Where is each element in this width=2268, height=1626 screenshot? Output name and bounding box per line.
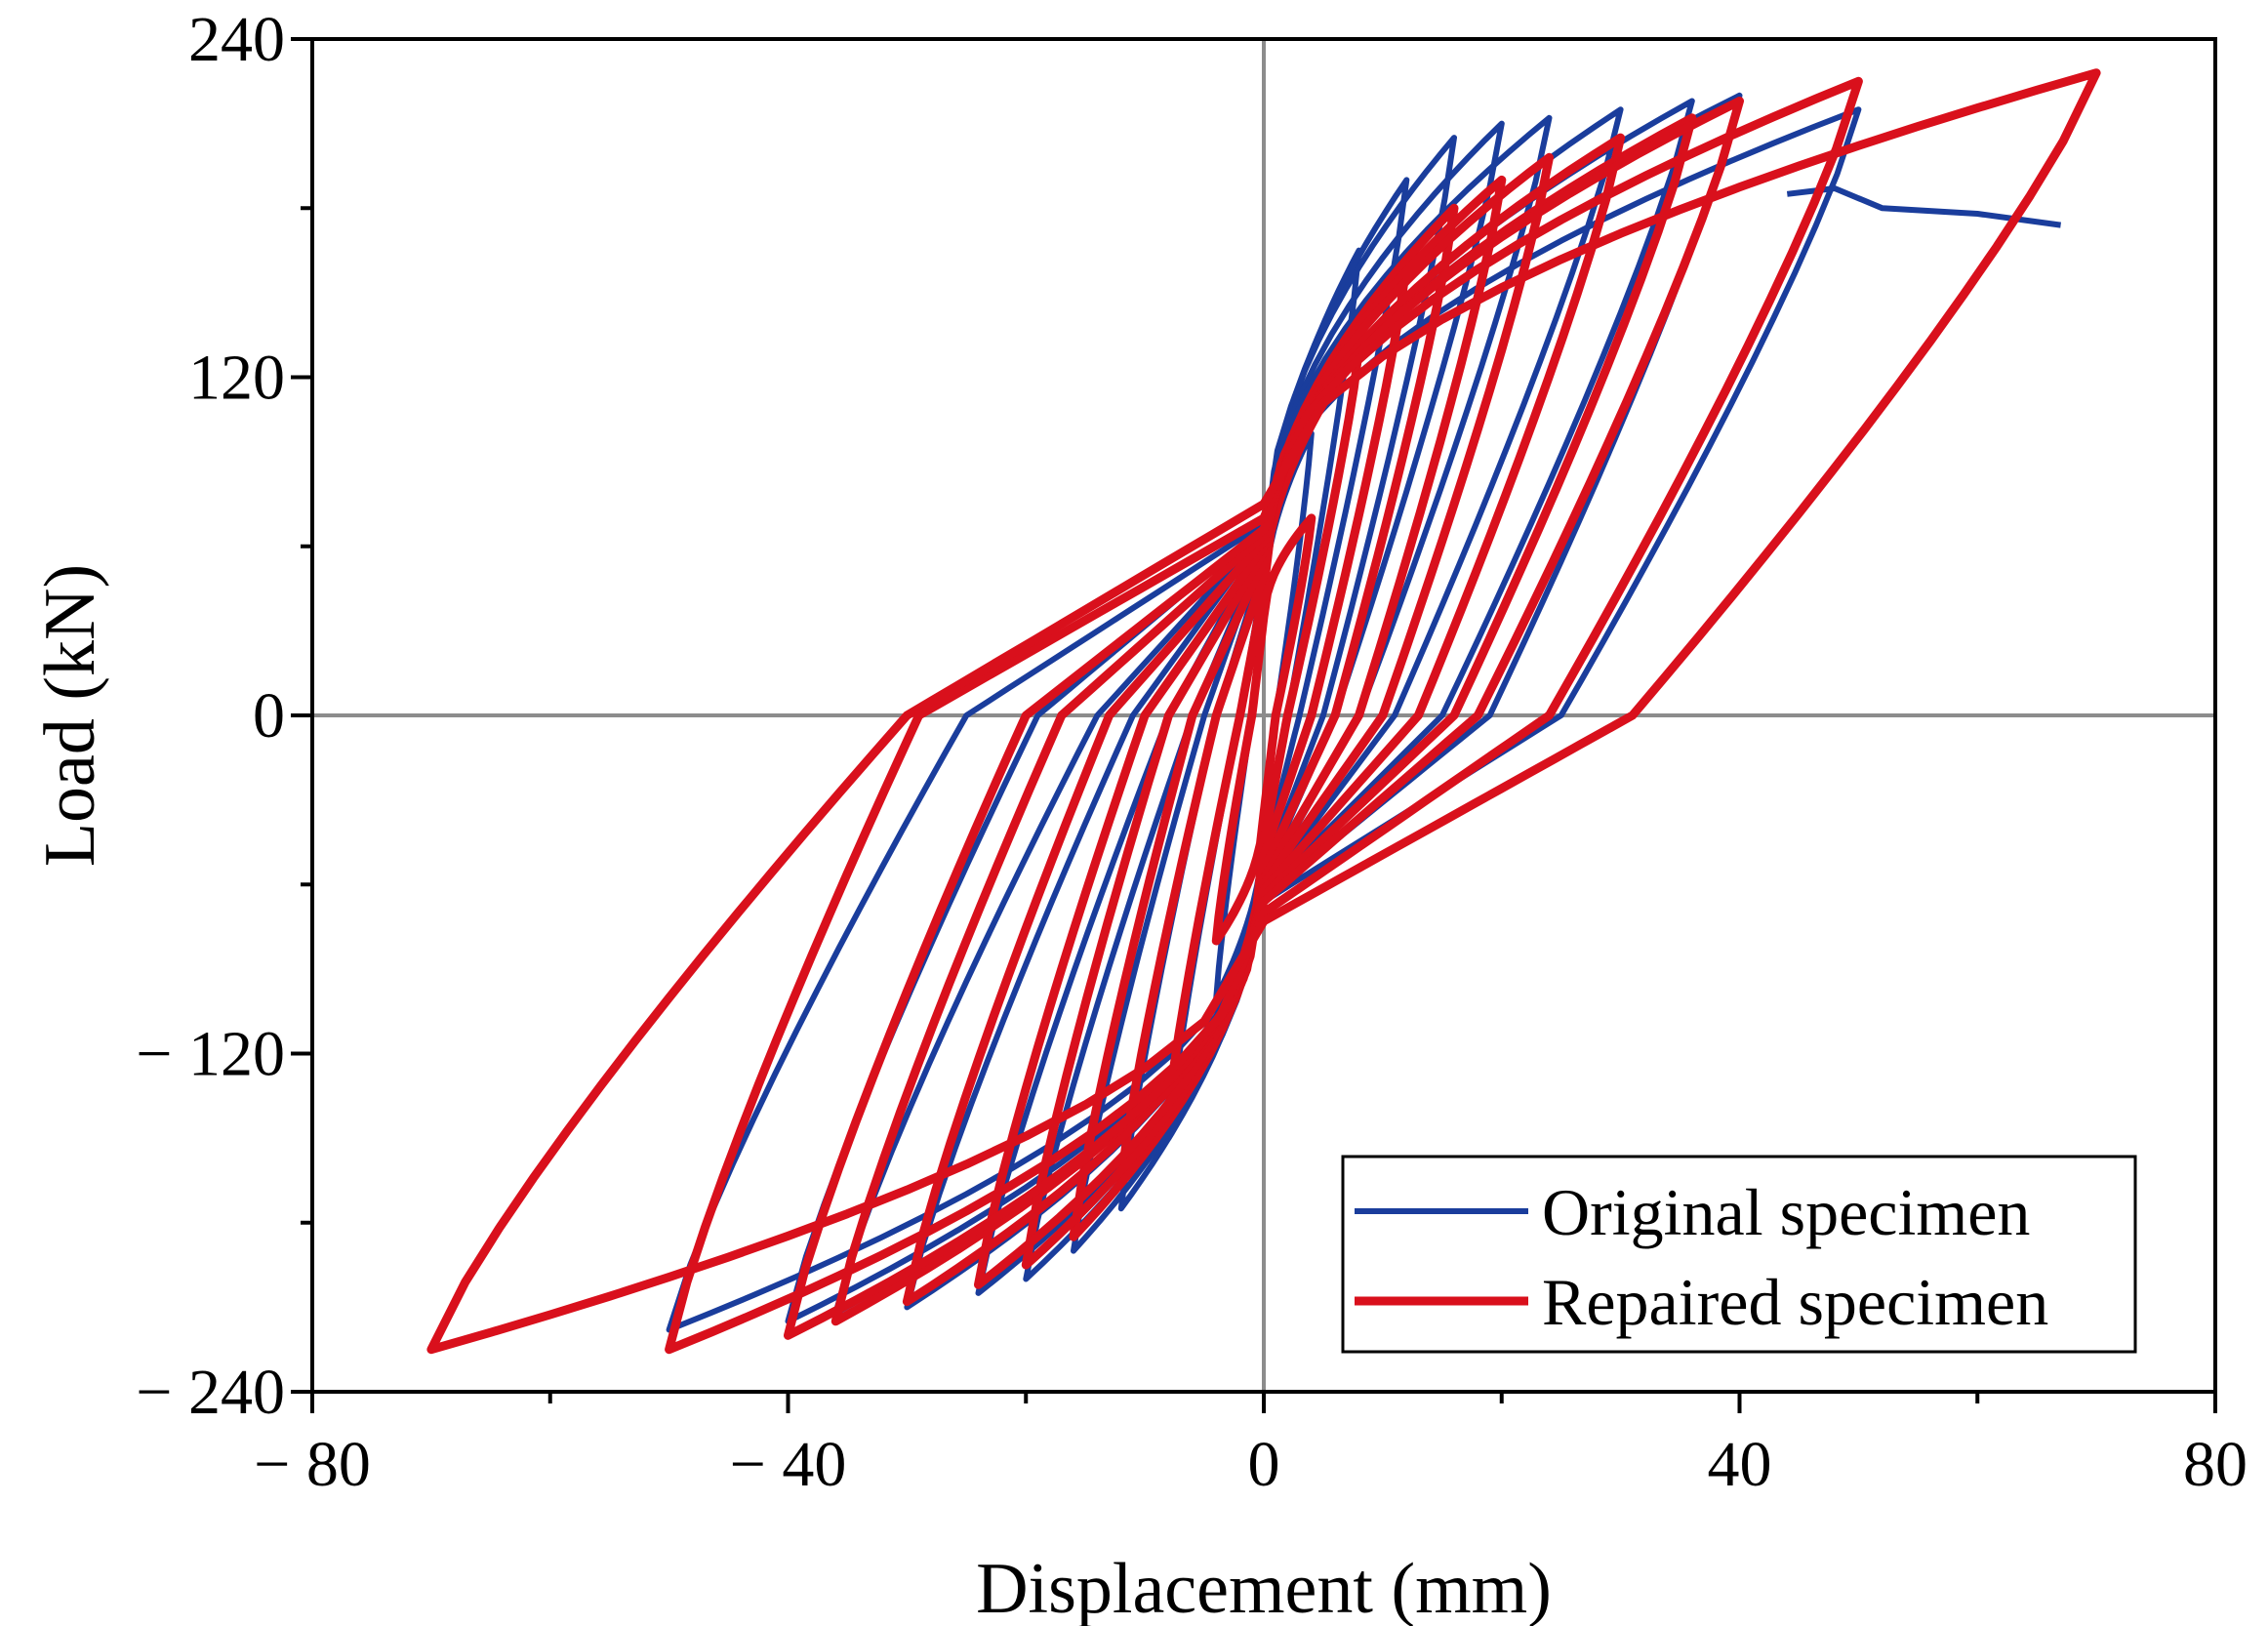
curves bbox=[426, 68, 2101, 1355]
y-tick-label: 120 bbox=[188, 343, 285, 414]
x-tick-label: 40 bbox=[1708, 1429, 1772, 1500]
x-tick-label: 0 bbox=[1248, 1429, 1280, 1500]
y-tick-label: − 240 bbox=[136, 1357, 285, 1428]
series-2-cycle-11 bbox=[426, 68, 2101, 1355]
x-tick-label: − 40 bbox=[730, 1429, 847, 1500]
series-2-cycle-9 bbox=[784, 97, 1744, 1340]
series-original bbox=[666, 92, 2062, 1333]
legend-label-2: Repaired specimen bbox=[1542, 1265, 2048, 1339]
legend: Original specimen Repaired specimen bbox=[1341, 1155, 2137, 1354]
y-tick-label: − 120 bbox=[136, 1019, 285, 1090]
y-tick-label: 0 bbox=[253, 680, 285, 752]
series-repaired bbox=[426, 68, 2101, 1355]
x-tick-label: 80 bbox=[2183, 1429, 2248, 1500]
legend-label-1: Original specimen bbox=[1542, 1175, 2030, 1249]
series-2-cycle-1 bbox=[1211, 513, 1316, 946]
series-2-cycle-8 bbox=[830, 113, 1697, 1326]
plot-area bbox=[312, 39, 2215, 1392]
y-tick-label: 240 bbox=[188, 4, 285, 75]
y-axis-title: Load (kN) bbox=[30, 564, 110, 867]
x-axis-title: Displacement (mm) bbox=[976, 1549, 1552, 1626]
legend-box bbox=[1341, 1155, 2137, 1354]
axes: − 80 − 40 0 40 80 − 240 − 120 0 120 240 Displaceme… bbox=[30, 4, 2248, 1626]
series-2-cycle-10 bbox=[665, 76, 1863, 1355]
x-tick-label: − 80 bbox=[254, 1429, 371, 1500]
